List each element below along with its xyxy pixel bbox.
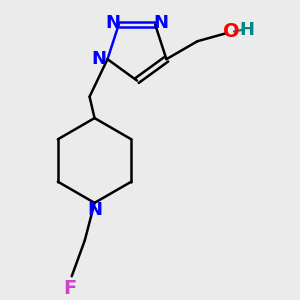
Text: N: N [92, 50, 107, 68]
Text: H: H [239, 21, 254, 39]
Text: F: F [64, 279, 77, 298]
Text: N: N [154, 14, 169, 32]
Text: N: N [105, 14, 120, 32]
Text: N: N [87, 201, 102, 219]
Text: O: O [223, 22, 239, 41]
